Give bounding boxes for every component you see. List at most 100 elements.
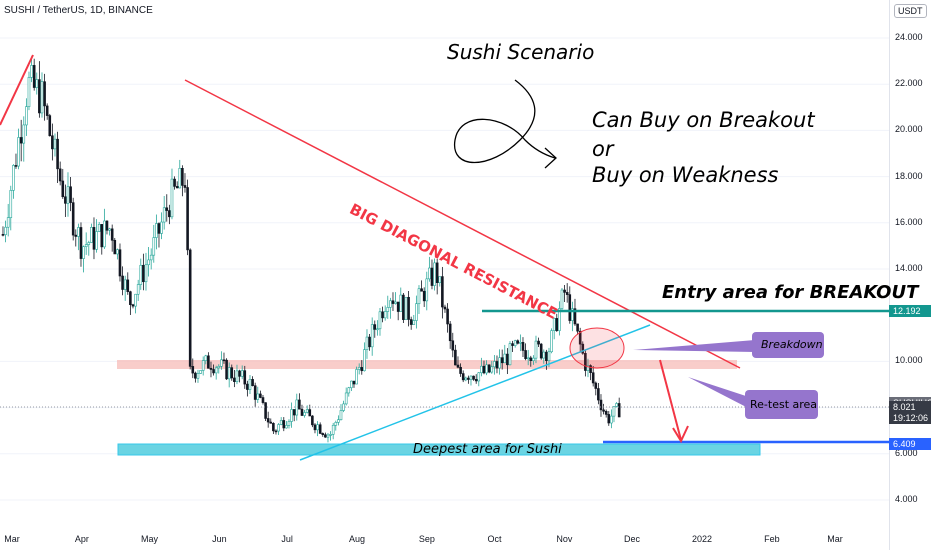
price-axis[interactable] xyxy=(889,0,932,550)
price-tick: 10.000 xyxy=(895,355,923,366)
candle-body xyxy=(329,434,332,436)
candle-body xyxy=(305,409,309,413)
candle-body xyxy=(344,392,348,405)
candle-body xyxy=(233,377,236,383)
candle-body xyxy=(225,359,228,380)
time-tick: Nov xyxy=(556,534,573,544)
candle-body xyxy=(565,292,569,295)
candle-body xyxy=(373,324,377,330)
candle-body xyxy=(100,224,104,248)
scenario-line-3: Buy on Weakness xyxy=(592,163,779,187)
candle-body xyxy=(9,190,13,218)
candle-body xyxy=(165,207,169,211)
candle-body xyxy=(105,220,109,231)
currency-button[interactable]: USDT xyxy=(894,4,927,18)
candle-body xyxy=(386,307,390,312)
candle-body xyxy=(12,165,15,191)
candle-body xyxy=(433,262,436,286)
candle-body xyxy=(84,244,88,247)
breakdown-circle xyxy=(569,327,625,369)
candle-body xyxy=(227,367,231,380)
candle-body xyxy=(324,434,327,438)
candle-body xyxy=(415,303,418,321)
candle-body xyxy=(121,275,124,290)
candle-body xyxy=(251,379,254,386)
price-badge: 8.021 xyxy=(889,401,931,414)
candle-body xyxy=(92,227,96,250)
deepest-zone xyxy=(117,443,761,456)
candle-body xyxy=(196,373,200,379)
candle-body xyxy=(482,365,486,374)
candle-body xyxy=(459,366,462,374)
candle-body xyxy=(597,388,600,401)
candle-body xyxy=(256,393,260,400)
candle-body xyxy=(493,361,496,368)
candle-body xyxy=(264,402,267,419)
candle-body xyxy=(448,323,452,342)
candle-body xyxy=(259,393,262,398)
candle-body xyxy=(64,196,67,204)
time-tick: Jun xyxy=(212,534,227,544)
candle-body xyxy=(555,318,559,331)
candle-body xyxy=(116,249,119,255)
candle-body xyxy=(485,364,488,374)
candle-body xyxy=(454,349,457,366)
candle-body xyxy=(545,351,548,361)
price-tick: 24.000 xyxy=(895,32,923,42)
candle-body xyxy=(186,187,189,251)
candle-body xyxy=(4,226,7,235)
candle-body xyxy=(407,296,410,320)
candle-body xyxy=(110,228,114,241)
candle-body xyxy=(136,284,140,295)
candle-body xyxy=(261,397,265,403)
symbol-title: SUSHI / TetherUS, 1D, BINANCE xyxy=(4,5,153,16)
candle-body xyxy=(534,340,538,359)
candle-body xyxy=(144,264,148,283)
candle-body xyxy=(113,239,117,255)
candle-body xyxy=(160,221,163,234)
candle-body xyxy=(246,383,249,390)
candle-body xyxy=(217,366,221,369)
candle-body xyxy=(513,340,517,346)
candle-body xyxy=(168,210,171,218)
retest-callout-pointer xyxy=(688,377,752,410)
price-badge: 12.192 xyxy=(889,304,931,317)
candle-body xyxy=(584,352,587,371)
candle-body xyxy=(157,223,161,234)
candle-body xyxy=(287,421,291,426)
candle-body xyxy=(212,369,215,374)
candle-body xyxy=(378,311,382,330)
candle-body xyxy=(461,373,465,381)
retest-label: Re-test area xyxy=(750,398,818,411)
candle-body xyxy=(209,367,213,370)
candle-body xyxy=(285,425,288,429)
candle-body xyxy=(578,330,582,345)
candle-body xyxy=(274,430,278,433)
price-tick: 16.000 xyxy=(895,216,923,227)
deepest-label: Deepest area for Sushi xyxy=(413,442,562,457)
candle-body xyxy=(272,422,275,432)
candle-body xyxy=(147,259,150,266)
candle-body xyxy=(376,328,379,331)
candle-body xyxy=(568,294,572,321)
time-tick: Jul xyxy=(281,534,293,544)
candle-body xyxy=(238,370,241,377)
candle-body xyxy=(282,420,286,429)
candle-body xyxy=(1,234,5,236)
price-tick: 14.000 xyxy=(895,263,923,273)
candle-body xyxy=(451,340,455,351)
candle-body xyxy=(188,249,192,367)
candle-body xyxy=(337,419,340,423)
candle-body xyxy=(409,319,413,325)
candle-body xyxy=(194,372,197,379)
candle-body xyxy=(383,311,387,319)
candle-body xyxy=(108,228,111,231)
scenario-line-1: Can Buy on Breakout xyxy=(592,108,815,132)
candle-body xyxy=(134,293,137,307)
candle-body xyxy=(118,249,122,277)
candle-body xyxy=(441,276,444,308)
candle-body xyxy=(38,79,41,114)
candle-body xyxy=(142,264,145,283)
pink-support-zone xyxy=(117,360,737,369)
